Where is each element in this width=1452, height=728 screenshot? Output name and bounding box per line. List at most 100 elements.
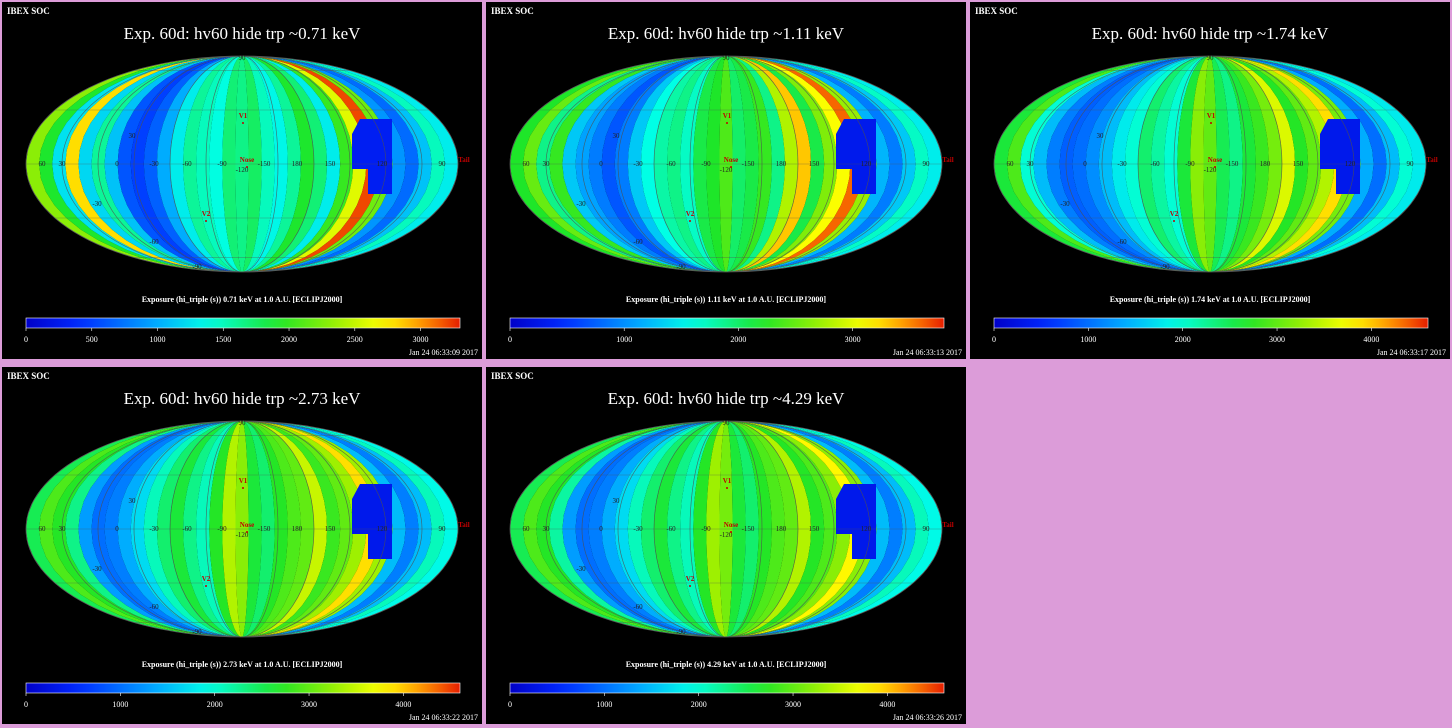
longitude-label: -60 bbox=[182, 160, 192, 168]
colorbar-tick-label: 2000 bbox=[730, 335, 746, 344]
colorbar-tick-label: 2000 bbox=[207, 700, 223, 709]
colorbar-tick-label: 3000 bbox=[301, 700, 317, 709]
longitude-label: 90 bbox=[1407, 160, 1415, 168]
latitude-label: -90 bbox=[676, 628, 686, 636]
longitude-label: 30 bbox=[543, 160, 551, 168]
graticule bbox=[510, 421, 942, 637]
longitude-label: 90 bbox=[923, 525, 931, 533]
longitude-label: 150 bbox=[809, 525, 820, 533]
colorbar bbox=[993, 317, 1429, 329]
longitude-label: -30 bbox=[633, 525, 643, 533]
longitude-label: 90 bbox=[439, 525, 447, 533]
marker-label: Tail bbox=[942, 156, 953, 164]
longitude-label: -150 bbox=[742, 525, 755, 533]
colorbar-tick-label: 500 bbox=[86, 335, 98, 344]
colorbar-caption: Exposure (hi_triple (s)) 1.11 keV at 1.0… bbox=[626, 295, 826, 304]
sky-map-panel: IBEX SOC Exp. 60d: hv60 hide trp ~4.29 ke… bbox=[486, 367, 966, 724]
longitude-label: 180 bbox=[292, 160, 303, 168]
marker-label: Nose bbox=[724, 521, 738, 529]
timestamp: Jan 24 06:33:22 2017 bbox=[409, 713, 478, 722]
longitude-label: -90 bbox=[1185, 160, 1195, 168]
latitude-label: -30 bbox=[576, 200, 586, 208]
longitude-label: 180 bbox=[1260, 160, 1271, 168]
timestamp: Jan 24 06:33:26 2017 bbox=[893, 713, 962, 722]
longitude-label: -90 bbox=[217, 525, 227, 533]
marker-point bbox=[689, 220, 691, 222]
colorbar-tick-label: 2500 bbox=[347, 335, 363, 344]
latitude-label: -90 bbox=[192, 263, 202, 271]
colorbar-tick-label: 3000 bbox=[1269, 335, 1285, 344]
marker-label: V2 bbox=[1170, 210, 1179, 218]
latitude-label: -30 bbox=[576, 565, 586, 573]
longitude-label: -90 bbox=[701, 525, 711, 533]
colorbar-tick-label: 1000 bbox=[616, 335, 632, 344]
map-outline bbox=[509, 420, 943, 638]
marker-point bbox=[246, 166, 248, 168]
marker-point bbox=[242, 487, 244, 489]
longitude-label: 30 bbox=[543, 525, 551, 533]
marker-point bbox=[730, 166, 732, 168]
longitude-label: 30 bbox=[59, 525, 67, 533]
latitude-label: -60 bbox=[633, 238, 643, 246]
colorbar-tick-label: 2000 bbox=[691, 700, 707, 709]
latitude-label: -90 bbox=[676, 263, 686, 271]
marker-label: V1 bbox=[1207, 112, 1216, 120]
marker-point bbox=[730, 531, 732, 533]
map-outline bbox=[25, 55, 459, 273]
colorbar-tick-label: 4000 bbox=[1363, 335, 1379, 344]
marker-point bbox=[689, 585, 691, 587]
longitude-label: 0 bbox=[115, 160, 119, 168]
map-outline bbox=[25, 420, 459, 638]
colorbar-tick-label: 2000 bbox=[281, 335, 297, 344]
sky-map-svg: IBEX SOC Exp. 60d: hv60 hide trp ~1.74 ke… bbox=[975, 6, 1446, 357]
longitude-label: -150 bbox=[742, 160, 755, 168]
longitude-label: 60 bbox=[523, 525, 531, 533]
longitude-label: 60 bbox=[39, 525, 47, 533]
colorbar bbox=[25, 682, 461, 694]
longitude-label: 150 bbox=[1293, 160, 1304, 168]
longitude-label: 150 bbox=[325, 525, 336, 533]
marker-label: V1 bbox=[723, 112, 732, 120]
marker-point bbox=[1214, 166, 1216, 168]
latitude-label: 90 bbox=[723, 419, 731, 427]
marker-label: V2 bbox=[686, 210, 695, 218]
marker-label: V1 bbox=[723, 477, 732, 485]
longitude-label: 180 bbox=[776, 525, 787, 533]
longitude-label: -120 bbox=[720, 531, 733, 539]
longitude-label: -90 bbox=[217, 160, 227, 168]
colorbar-tick-label: 1000 bbox=[1080, 335, 1096, 344]
timestamp: Jan 24 06:33:09 2017 bbox=[409, 348, 478, 357]
latitude-label: 30 bbox=[613, 497, 621, 505]
longitude-label: 30 bbox=[59, 160, 67, 168]
longitude-label: -60 bbox=[1150, 160, 1160, 168]
longitude-label: -30 bbox=[149, 525, 159, 533]
marker-point bbox=[242, 122, 244, 124]
latitude-label: 90 bbox=[723, 54, 731, 62]
sky-map-panel: IBEX SOC Exp. 60d: hv60 hide trp ~2.73 ke… bbox=[2, 367, 482, 724]
timestamp: Jan 24 06:33:13 2017 bbox=[893, 348, 962, 357]
longitude-label: -30 bbox=[633, 160, 643, 168]
longitude-label: 90 bbox=[439, 160, 447, 168]
graticule bbox=[26, 421, 458, 637]
header-label: IBEX SOC bbox=[975, 6, 1018, 16]
marker-label: Nose bbox=[1208, 156, 1222, 164]
marker-label: Nose bbox=[724, 156, 738, 164]
longitude-label: -30 bbox=[1117, 160, 1127, 168]
longitude-label: -60 bbox=[182, 525, 192, 533]
longitude-label: -60 bbox=[666, 160, 676, 168]
colorbar-tick-label: 0 bbox=[992, 335, 996, 344]
latitude-label: -60 bbox=[1117, 238, 1127, 246]
colorbar-caption: Exposure (hi_triple (s)) 4.29 keV at 1.0… bbox=[626, 660, 827, 669]
marker-point bbox=[1210, 122, 1212, 124]
longitude-label: 120 bbox=[861, 525, 872, 533]
longitude-label: 180 bbox=[292, 525, 303, 533]
longitude-label: 120 bbox=[377, 160, 388, 168]
header-label: IBEX SOC bbox=[491, 6, 534, 16]
marker-label: V2 bbox=[202, 210, 211, 218]
timestamp: Jan 24 06:33:17 2017 bbox=[1377, 348, 1446, 357]
colorbar-tick-label: 0 bbox=[24, 335, 28, 344]
chart-title: Exp. 60d: hv60 hide trp ~2.73 keV bbox=[124, 389, 362, 408]
colorbar-tick-label: 0 bbox=[508, 700, 512, 709]
latitude-label: -30 bbox=[92, 200, 102, 208]
colorbar-tick-label: 3000 bbox=[845, 335, 861, 344]
